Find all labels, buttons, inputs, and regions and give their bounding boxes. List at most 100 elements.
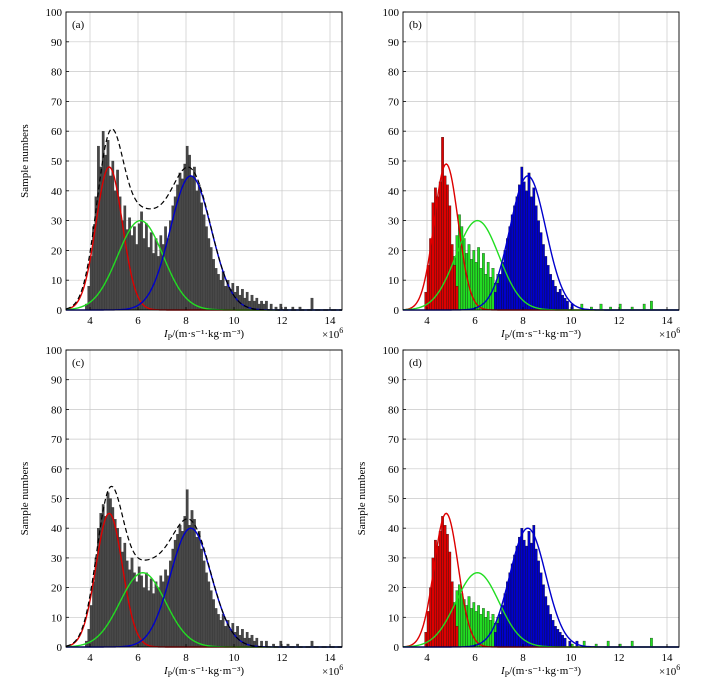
x-tick-label: 10	[566, 652, 578, 664]
histogram-bar	[197, 531, 201, 648]
x-multiplier: ×106	[659, 663, 680, 678]
histogram-bar	[255, 297, 259, 311]
histogram-bar	[159, 575, 163, 648]
x-axis-title-rest: /(m·s⁻¹·kg·m⁻³)	[509, 328, 581, 340]
histogram-bar	[104, 154, 107, 311]
histogram-bar	[193, 519, 196, 648]
histogram-bar	[195, 536, 199, 648]
y-tick-label: 10	[51, 275, 63, 287]
histogram-bar-class-2	[470, 608, 473, 648]
histogram-bar	[190, 175, 194, 311]
histogram-bar-class-2	[486, 611, 490, 648]
y-tick-label: 30	[51, 216, 63, 228]
histogram-bar-class-3	[566, 300, 569, 311]
panel-c: 4 6 8 10 12 140102030405060708090100(c)×106IP…	[19, 345, 343, 679]
histogram-bar-class-3	[554, 626, 557, 648]
histogram-bar-class-3	[549, 614, 552, 648]
histogram-bar	[154, 581, 158, 648]
histogram-bar-class-3	[544, 596, 548, 648]
y-tick-label: 50	[51, 494, 63, 506]
panel-label: (c)	[72, 357, 85, 369]
histogram-bar-class-3	[525, 545, 528, 648]
x-tick-label: 12	[277, 652, 288, 664]
histogram-bar	[193, 166, 196, 311]
histogram-bar-class-3	[537, 220, 540, 311]
histogram-bar-class-3	[563, 637, 567, 648]
x-multiplier: ×106	[322, 326, 343, 341]
histogram-bar-class-1	[446, 184, 449, 311]
y-tick-label: 60	[388, 126, 400, 138]
histogram-bar-class-3	[534, 205, 538, 311]
histogram-bar	[152, 593, 155, 648]
histogram-bar	[269, 303, 273, 311]
y-tick-label: 50	[388, 494, 400, 506]
y-tick-label: 100	[46, 7, 63, 19]
x-axis-title-main: I	[500, 328, 506, 340]
histogram-bar-class-2	[484, 274, 488, 311]
y-tick-label: 80	[388, 404, 400, 416]
x-multiplier-exp: 6	[676, 326, 680, 335]
x-multiplier: ×106	[322, 663, 343, 678]
histogram-bar-class-2	[477, 247, 480, 311]
histogram-bar	[260, 300, 263, 311]
x-tick-label: 12	[614, 315, 625, 327]
histogram-bar-class-3	[544, 256, 548, 311]
x-tick-label: 6	[135, 315, 141, 327]
x-tick-label: 14	[325, 652, 337, 664]
histogram-bar	[125, 560, 129, 648]
histogram-bar	[197, 184, 201, 311]
histogram-bar-class-2	[650, 300, 653, 311]
histogram-bar	[185, 489, 189, 648]
x-tick-label: 14	[325, 315, 337, 327]
histogram-bar-class-3	[522, 539, 526, 648]
histogram-bar-class-3	[496, 283, 500, 311]
histogram-bar	[217, 614, 220, 648]
histogram-bar	[135, 244, 139, 311]
histogram-bar-class-3	[527, 172, 531, 311]
x-axis-title-sub: P	[505, 670, 510, 679]
histogram-bar	[106, 139, 110, 311]
histogram-bar	[212, 259, 215, 311]
y-tick-label: 90	[51, 37, 63, 49]
x-axis-title-sub: P	[505, 333, 510, 342]
histogram-bar	[149, 232, 153, 311]
histogram-bar	[207, 238, 211, 311]
histogram-bar-class-3	[542, 244, 545, 311]
y-axis-title: Sample numbers	[356, 462, 368, 536]
histogram-bar	[166, 238, 170, 311]
histogram-bar-class-2	[462, 238, 466, 311]
y-tick-label: 30	[388, 553, 400, 565]
histogram-bar	[135, 581, 139, 648]
histogram-bar-class-2	[599, 303, 603, 311]
y-tick-label: 20	[51, 245, 63, 257]
x-axis-title-sub: P	[168, 670, 173, 679]
histogram-bar	[190, 510, 194, 648]
x-multiplier: ×106	[659, 326, 680, 341]
y-tick-label: 90	[388, 375, 400, 387]
histogram-bar	[140, 575, 143, 648]
histogram-bar-class-1	[446, 533, 449, 648]
x-axis-title: IP/(m·s⁻¹·kg·m⁻³)	[500, 328, 581, 342]
x-tick-label: 10	[229, 652, 241, 664]
x-tick-label: 8	[520, 652, 526, 664]
histogram-bar-class-3	[506, 581, 509, 648]
y-tick-label: 10	[51, 612, 63, 624]
histogram-bar-class-3	[539, 572, 543, 648]
histogram-bar-class-3	[549, 274, 552, 311]
histogram-bar	[214, 268, 218, 311]
mixture-curve	[65, 485, 342, 648]
histogram-bar	[207, 581, 211, 648]
histogram-bar	[310, 297, 314, 311]
histogram-bar	[231, 283, 235, 311]
y-axis-title: Sample numbers	[19, 124, 31, 198]
histogram-bar-class-1	[443, 175, 447, 311]
x-axis-title-rest: /(m·s⁻¹·kg·m⁻³)	[509, 665, 581, 677]
histogram-bar-class-3	[558, 288, 562, 311]
histogram-bar-class-3	[551, 620, 555, 648]
histogram-bar	[231, 623, 235, 648]
x-multiplier-base: ×10	[659, 329, 677, 341]
histogram-bar-class-3	[556, 291, 560, 311]
histogram-bar	[97, 145, 100, 311]
histogram-bar-class-3	[546, 605, 550, 648]
histogram-bar	[109, 175, 112, 311]
